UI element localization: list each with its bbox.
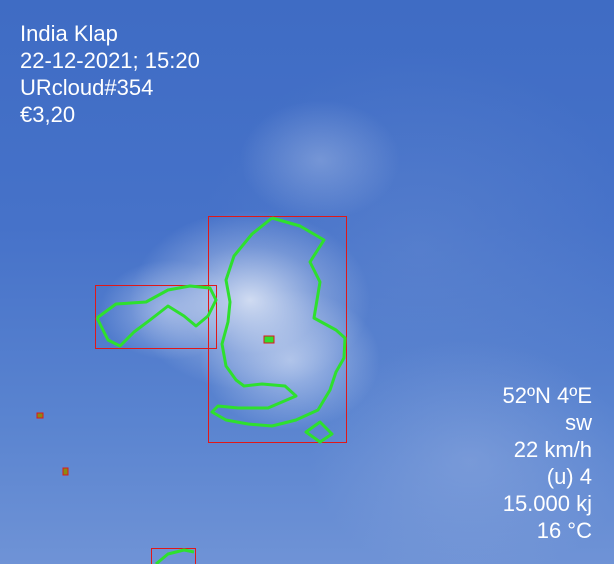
cloud-contour-small: [304, 420, 334, 444]
detection-box-main: [208, 216, 347, 443]
temperature-value: 16 °C: [536, 518, 592, 543]
detection-box-left: [95, 285, 217, 349]
energy-value: 15.000 kj: [502, 491, 592, 516]
marker-center: [263, 335, 275, 344]
observer-name: India Klap: [20, 21, 118, 46]
cloud-contour-main: [210, 216, 347, 428]
uv-index: (u) 4: [546, 464, 592, 489]
cloud-contour-bottom: [155, 548, 195, 564]
cloud-contour-left: [95, 284, 218, 348]
cloud-id: URcloud#354: [20, 75, 154, 100]
cloud-info-panel: India Klap 22-12-2021; 15:20 URcloud#354…: [20, 20, 200, 128]
capture-datetime: 22-12-2021; 15:20: [20, 48, 200, 73]
wind-speed: 22 km/h: [513, 437, 592, 462]
wind-direction: sw: [565, 410, 592, 435]
weather-info-panel: 52ºN 4ºE sw 22 km/h (u) 4 15.000 kj 16 °…: [503, 382, 592, 544]
location-coordinates: 52ºN 4ºE: [502, 383, 592, 408]
marker-left-1: [36, 412, 44, 419]
marker-left-2: [62, 467, 69, 476]
cloud-price: €3,20: [20, 102, 76, 127]
